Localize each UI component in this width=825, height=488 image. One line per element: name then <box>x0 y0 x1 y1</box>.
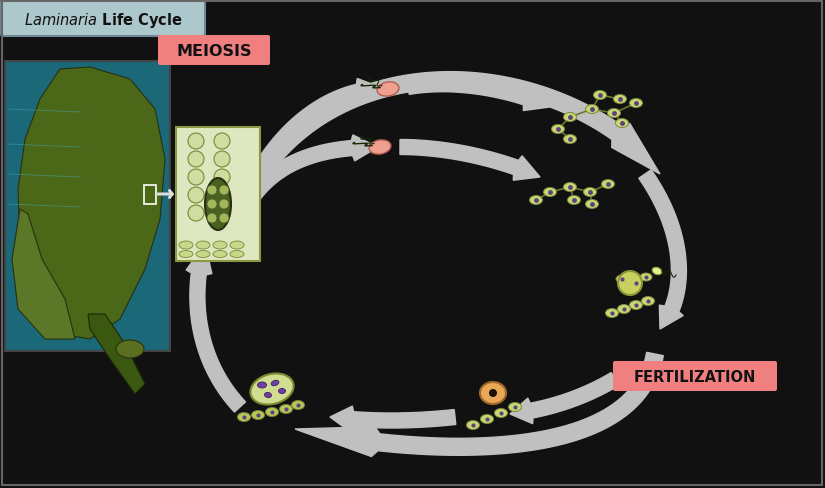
Circle shape <box>207 185 217 196</box>
Polygon shape <box>88 314 145 394</box>
Text: FERTILIZATION: FERTILIZATION <box>634 370 757 385</box>
Ellipse shape <box>377 82 399 97</box>
Ellipse shape <box>551 125 564 134</box>
Ellipse shape <box>583 188 596 197</box>
Ellipse shape <box>369 141 391 155</box>
Ellipse shape <box>640 273 652 282</box>
Ellipse shape <box>252 411 265 420</box>
Circle shape <box>219 185 229 196</box>
Ellipse shape <box>230 251 244 258</box>
Text: MEIOSIS: MEIOSIS <box>177 44 252 60</box>
Polygon shape <box>238 80 385 203</box>
Ellipse shape <box>251 374 294 405</box>
Ellipse shape <box>214 205 230 222</box>
FancyBboxPatch shape <box>613 361 777 391</box>
Ellipse shape <box>238 413 251 422</box>
Circle shape <box>219 200 229 209</box>
Ellipse shape <box>257 382 266 388</box>
Ellipse shape <box>618 271 642 295</box>
Circle shape <box>207 214 217 224</box>
Polygon shape <box>251 73 660 183</box>
Ellipse shape <box>230 242 244 249</box>
Polygon shape <box>295 353 663 457</box>
Ellipse shape <box>586 200 598 209</box>
Ellipse shape <box>606 309 619 318</box>
Ellipse shape <box>188 187 204 203</box>
Polygon shape <box>18 68 165 339</box>
Ellipse shape <box>188 152 204 168</box>
Circle shape <box>219 214 229 224</box>
Ellipse shape <box>614 95 626 104</box>
Ellipse shape <box>615 119 629 128</box>
Polygon shape <box>510 373 619 424</box>
Ellipse shape <box>652 268 662 275</box>
Ellipse shape <box>271 381 279 386</box>
Ellipse shape <box>213 242 227 249</box>
Ellipse shape <box>616 275 628 284</box>
Polygon shape <box>12 209 75 339</box>
Ellipse shape <box>494 408 507 418</box>
Ellipse shape <box>188 205 204 222</box>
FancyBboxPatch shape <box>5 62 170 351</box>
Ellipse shape <box>629 99 643 108</box>
Ellipse shape <box>179 251 193 258</box>
Ellipse shape <box>593 91 606 101</box>
Ellipse shape <box>291 401 304 409</box>
Ellipse shape <box>188 170 204 185</box>
Polygon shape <box>639 170 686 329</box>
Polygon shape <box>330 406 455 432</box>
Ellipse shape <box>213 251 227 258</box>
Ellipse shape <box>586 105 598 114</box>
Ellipse shape <box>607 109 620 118</box>
Ellipse shape <box>214 187 230 203</box>
Ellipse shape <box>214 152 230 168</box>
Ellipse shape <box>214 134 230 150</box>
Polygon shape <box>238 136 378 213</box>
Text: $\it{Laminaria}$ Life Cycle: $\it{Laminaria}$ Life Cycle <box>24 10 182 29</box>
Ellipse shape <box>214 170 230 185</box>
Ellipse shape <box>530 196 543 205</box>
Ellipse shape <box>466 421 479 429</box>
Ellipse shape <box>544 188 557 197</box>
Ellipse shape <box>188 134 204 150</box>
Ellipse shape <box>617 305 630 314</box>
Ellipse shape <box>508 403 521 412</box>
Ellipse shape <box>563 183 577 192</box>
Circle shape <box>489 389 497 397</box>
Ellipse shape <box>116 340 144 358</box>
Ellipse shape <box>280 405 293 414</box>
Ellipse shape <box>629 301 643 310</box>
Circle shape <box>207 200 217 209</box>
Ellipse shape <box>601 180 615 189</box>
Ellipse shape <box>568 196 581 205</box>
Ellipse shape <box>196 242 210 249</box>
Polygon shape <box>407 78 550 111</box>
Ellipse shape <box>266 407 279 417</box>
Ellipse shape <box>642 297 654 306</box>
Ellipse shape <box>179 242 193 249</box>
Ellipse shape <box>205 179 231 230</box>
FancyBboxPatch shape <box>158 36 270 66</box>
Polygon shape <box>186 244 246 412</box>
Ellipse shape <box>279 389 285 394</box>
Ellipse shape <box>563 135 577 144</box>
Ellipse shape <box>563 113 577 122</box>
Ellipse shape <box>196 251 210 258</box>
Ellipse shape <box>265 393 271 398</box>
FancyBboxPatch shape <box>176 128 260 262</box>
Polygon shape <box>400 140 540 181</box>
Ellipse shape <box>630 280 642 287</box>
Ellipse shape <box>480 415 493 424</box>
FancyBboxPatch shape <box>1 1 205 37</box>
Ellipse shape <box>480 382 506 404</box>
